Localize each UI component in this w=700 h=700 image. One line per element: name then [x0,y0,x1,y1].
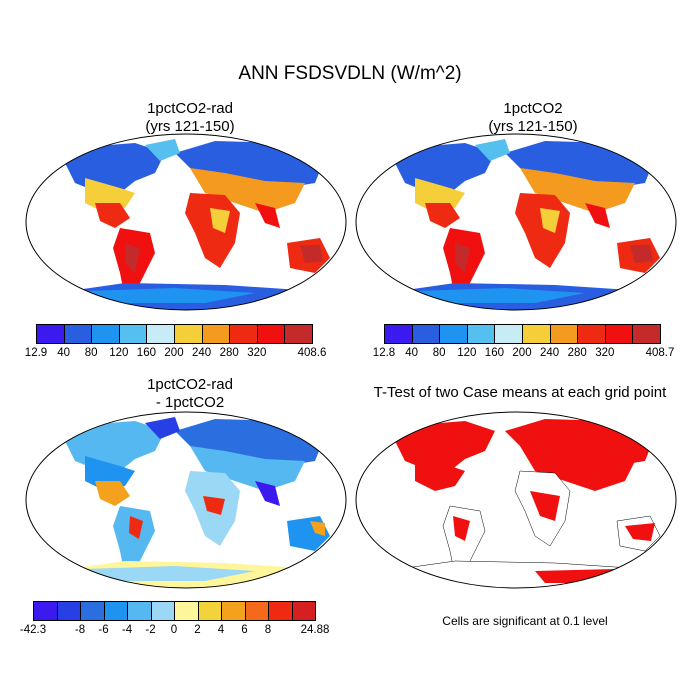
panel4-title-line1: T-Test of two Case means at each grid po… [373,384,667,401]
cb2-tick-label: 408.7 [645,347,675,359]
cb3-swatch [244,601,269,621]
cb3-swatch [103,601,128,621]
map4-border [355,411,677,589]
panel2-title-line2: (yrs 121-150) [488,118,578,135]
cb3-tick-label: -42.3 [19,624,47,636]
cb3-tick-label: -6 [98,624,109,636]
significance-note: Cells are significant at 0.1 level [442,614,608,628]
cb2-swatch [411,324,441,344]
cb1-tick-label: 120 [109,347,129,359]
cb1-swatch [63,324,93,344]
panel1-title: 1pctCO2-rad (yrs 121-150) [35,100,345,136]
colorbar-3 [33,601,316,621]
cb3-swatch [127,601,152,621]
cb1-swatch [256,324,286,344]
cb2-tick-label: 160 [484,347,504,359]
cb3-swatch [197,601,222,621]
cb1-swatch [229,324,258,344]
map1-border [25,133,347,311]
cb2-tick-label: 280 [567,347,587,359]
map-panel-1 [25,133,347,311]
figure-title: ANN FSDSVDLN (W/m^2) [238,63,462,84]
cb1-tick-label: 280 [219,347,239,359]
cb1-tick-label: 12.9 [24,347,48,359]
cb3-swatch [33,601,58,621]
map3-border [25,411,347,589]
colorbar-2 [384,324,661,344]
cb2-tick-label: 120 [457,347,477,359]
cb1-swatch [118,324,148,344]
cb3-tick-label: 4 [217,624,225,636]
cb2-swatch [439,324,468,344]
cb3-tick-label: -2 [145,624,156,636]
cb2-swatch [494,324,523,344]
map-panel-4 [355,411,677,589]
cb2-tick-label: 240 [540,347,560,359]
cb3-swatch [174,601,199,621]
panel3-title-line1: 1pctCO2-rad [147,376,233,393]
map-panel-2 [355,133,677,311]
cb2-tick-label: 40 [405,347,418,359]
cb2-tick-label: 320 [595,347,615,359]
cb1-tick-label: 80 [84,347,98,359]
cb3-swatch [150,601,175,621]
cb3-swatch [80,601,105,621]
map2-border [355,133,677,311]
cb1-swatch [173,324,203,344]
cb1-tick-label: 240 [192,347,212,359]
cb3-tick-label: 8 [264,624,272,636]
panel3-title: 1pctCO2-rad - 1pctCO2 [35,376,345,412]
map-panel-3 [25,411,347,589]
cb3-swatch [291,601,316,621]
cb2-swatch [604,324,634,344]
cb2-swatch [549,324,579,344]
panel2-title-line1: 1pctCO2 [503,100,563,117]
cb2-swatch [632,324,661,344]
cb3-swatch [268,601,293,621]
cb1-tick-label: 200 [164,347,184,359]
cb2-tick-label: 80 [432,347,446,359]
cb2-tick-label: 200 [512,347,532,359]
cb2-swatch [384,324,413,344]
panel2-title: 1pctCO2 (yrs 121-150) [378,100,688,136]
panel3-title-line2: - 1pctCO2 [155,394,225,411]
panel1-title-line2: (yrs 121-150) [145,118,235,135]
cb2-tick-label: 12.8 [372,347,396,359]
panel1-title-line1: 1pctCO2-rad [147,100,233,117]
map3-land [26,412,346,588]
cb1-tick-label: 408.6 [297,347,327,359]
cb1-swatch [36,324,65,344]
cb1-swatch [91,324,120,344]
cb2-swatch [577,324,606,344]
cb1-tick-label: 320 [247,347,267,359]
cb3-tick-label: -8 [74,624,86,636]
cb2-swatch [521,324,551,344]
cb3-tick-label: 24.88 [300,624,330,636]
cb1-tick-label: 160 [136,347,156,359]
cb1-swatch [284,324,313,344]
cb3-tick-label: 6 [241,624,248,636]
cb1-swatch [201,324,231,344]
cb3-tick-label: 2 [194,624,201,636]
cb1-swatch [146,324,175,344]
cb3-swatch [56,601,81,621]
cb3-tick-label: 0 [170,624,178,636]
cb2-swatch [466,324,496,344]
cb3-swatch [221,601,246,621]
cb1-tick-label: 40 [57,347,70,359]
panel4-title: T-Test of two Case means at each grid po… [345,384,695,402]
colorbar-1 [36,324,313,344]
cb3-tick-label: -4 [121,624,133,636]
